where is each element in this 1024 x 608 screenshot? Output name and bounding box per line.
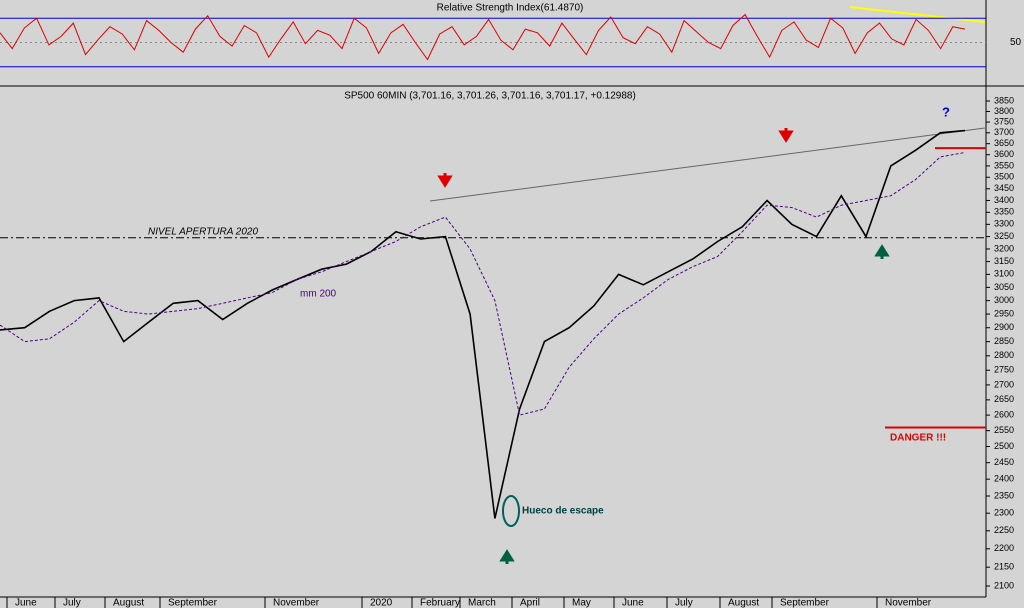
- y-tick-label: 2500: [994, 441, 1014, 451]
- x-tick-label: February: [420, 598, 460, 608]
- question-mark: ?: [942, 104, 950, 119]
- ma-label: mm 200: [300, 289, 337, 300]
- y-tick-label: 2700: [994, 379, 1014, 389]
- rsi-title: Relative Strength Index(61.4870): [437, 3, 584, 14]
- x-tick-label: July: [63, 598, 81, 608]
- y-tick-label: 3150: [994, 256, 1014, 266]
- moving-average: [0, 152, 966, 416]
- y-tick-label: 3800: [994, 106, 1014, 116]
- x-tick-label: July: [675, 598, 693, 608]
- gap-label: Hueco de escape: [522, 506, 604, 517]
- y-tick-label: 3600: [994, 149, 1014, 159]
- rsi-trendline: [849, 6, 986, 23]
- down-arrow: [437, 173, 453, 188]
- price-trendline: [429, 127, 986, 202]
- y-tick-label: 3000: [994, 295, 1014, 305]
- y-tick-label: 2600: [994, 409, 1014, 419]
- y-tick-label: 2800: [994, 350, 1014, 360]
- y-tick-label: 3400: [994, 195, 1014, 205]
- y-tick-label: 2450: [994, 457, 1014, 467]
- x-tick-label: March: [468, 598, 496, 608]
- y-tick-label: 3500: [994, 172, 1014, 182]
- x-tick-label: June: [622, 598, 644, 608]
- y-tick-label: 3200: [994, 243, 1014, 253]
- x-tick-label: November: [273, 598, 320, 608]
- y-tick-label: 2250: [994, 525, 1014, 535]
- y-tick-label: 3250: [994, 231, 1014, 241]
- y-tick-label: 2350: [994, 490, 1014, 500]
- y-tick-label: 3100: [994, 269, 1014, 279]
- y-tick-label: 2750: [994, 365, 1014, 375]
- y-tick-label: 3650: [994, 138, 1014, 148]
- y-tick-label: 2650: [994, 394, 1014, 404]
- x-tick-label: June: [15, 598, 37, 608]
- up-arrow: [874, 244, 890, 259]
- opening-label: NIVEL APERTURA 2020: [148, 227, 258, 238]
- x-tick-label: September: [168, 598, 218, 608]
- y-tick-label: 2950: [994, 308, 1014, 318]
- y-tick-label: 2400: [994, 474, 1014, 484]
- gap-ellipse: [502, 495, 520, 527]
- y-tick-label: 3050: [994, 282, 1014, 292]
- y-tick-label: 2100: [994, 580, 1014, 590]
- y-tick-label: 3450: [994, 183, 1014, 193]
- x-tick-label: August: [728, 598, 759, 608]
- chart-title: SP500 60MIN (3,701.16, 3,701.26, 3,701.1…: [344, 91, 636, 102]
- x-tick-label: 2020: [370, 598, 393, 608]
- y-tick-label: 3350: [994, 207, 1014, 217]
- y-tick-label: 3700: [994, 127, 1014, 137]
- y-tick-label: 3550: [994, 160, 1014, 170]
- rsi-line: [0, 13, 966, 61]
- danger-label: DANGER !!!: [890, 433, 946, 444]
- down-arrow: [778, 128, 794, 143]
- x-tick-label: November: [885, 598, 932, 608]
- y-tick-label: 2850: [994, 336, 1014, 346]
- x-tick-label: August: [113, 598, 144, 608]
- x-tick-label: May: [572, 598, 591, 608]
- x-tick-label: April: [520, 598, 540, 608]
- y-tick-label: 2900: [994, 322, 1014, 332]
- y-tick-label: 3300: [994, 219, 1014, 229]
- x-tick-label: September: [780, 598, 830, 608]
- y-tick-label: 50: [1010, 37, 1022, 48]
- y-tick-label: 2150: [994, 562, 1014, 572]
- y-tick-label: 2550: [994, 425, 1014, 435]
- y-tick-label: 2300: [994, 508, 1014, 518]
- y-tick-label: 3750: [994, 116, 1014, 126]
- y-tick-label: 2200: [994, 543, 1014, 553]
- up-arrow: [499, 549, 515, 564]
- y-tick-label: 3850: [994, 95, 1014, 105]
